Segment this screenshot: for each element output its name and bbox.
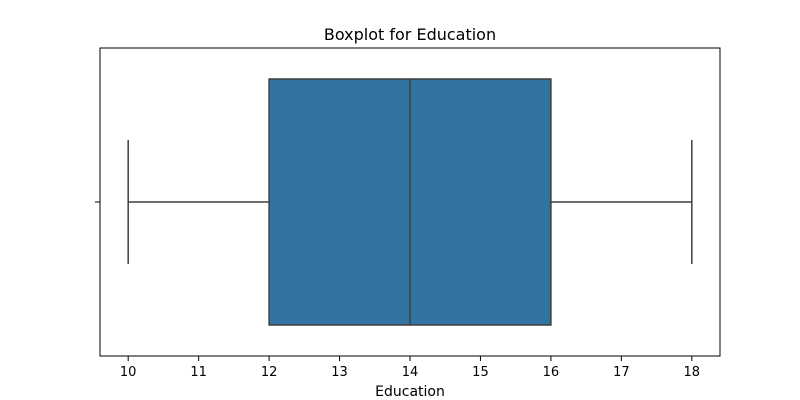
x-tick-label: 14 (402, 365, 419, 380)
x-tick-label: 18 (684, 365, 701, 380)
x-tick-label: 10 (120, 365, 137, 380)
x-tick-label: 17 (613, 365, 630, 380)
x-tick-label: 12 (261, 365, 278, 380)
x-tick-label: 13 (331, 365, 348, 380)
x-tick-label: 15 (472, 365, 489, 380)
plot-area (127, 78, 693, 326)
x-tick-label: 11 (190, 365, 207, 380)
chart-title: Boxplot for Education (324, 25, 496, 44)
x-axis-label: Education (375, 384, 445, 400)
x-tick-label: 16 (543, 365, 560, 380)
